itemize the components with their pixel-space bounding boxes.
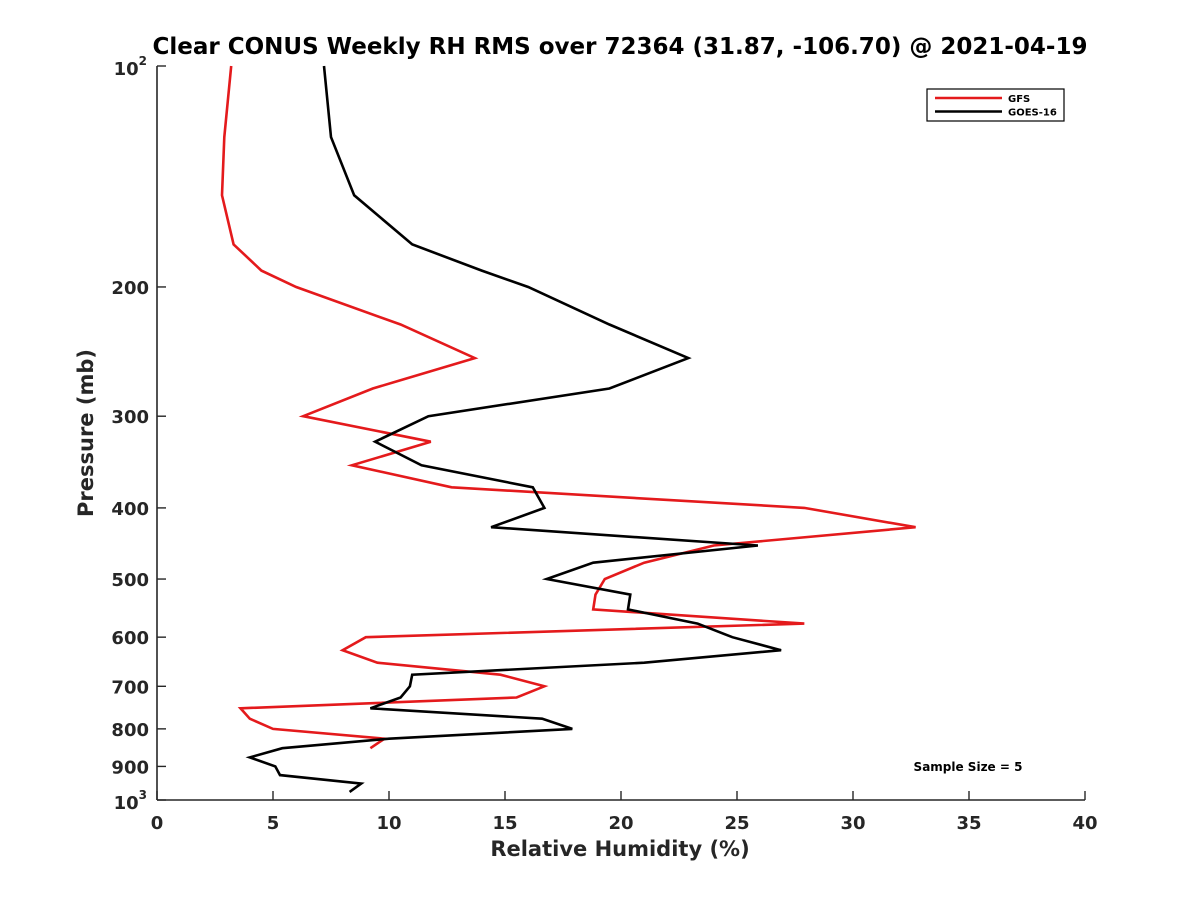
series-line-gfs [220, 65, 916, 750]
y-tick-label: 200 [111, 278, 149, 299]
axes-layer: 0 5 10 15 20 25 30 35 40 102 200 300 400 500 600 700 800… [111, 54, 1097, 834]
y-tick-label: 400 [111, 499, 149, 520]
y-tick-label: 102 [114, 54, 147, 80]
x-tick-label: 25 [724, 813, 749, 834]
y-tick-label: 300 [111, 407, 149, 428]
x-tick-label: 30 [840, 813, 865, 834]
y-tick-label: 600 [111, 628, 149, 649]
x-tick-label: 10 [376, 813, 401, 834]
x-tick-label: 40 [1072, 813, 1097, 834]
y-tick-label: 800 [111, 720, 149, 741]
sample-size-annotation: Sample Size = 5 [914, 760, 1023, 774]
legend-label-goes16: GOES-16 [1008, 108, 1057, 119]
x-tick-label: 0 [151, 813, 164, 834]
y-axis-label: Pressure (mb) [74, 349, 98, 517]
y-tick-label: 103 [114, 788, 147, 814]
x-tick-label: 5 [267, 813, 280, 834]
series-layer [220, 65, 916, 793]
y-tick-label: 900 [111, 757, 149, 778]
y-tick-label: 500 [111, 570, 149, 591]
legend: GFS GOES-16 [926, 88, 1065, 122]
series-line-goes16 [245, 65, 782, 793]
x-tick-label: 35 [956, 813, 981, 834]
legend-box [926, 88, 1065, 122]
y-tick-label: 700 [111, 677, 149, 698]
chart-title: Clear CONUS Weekly RH RMS over 72364 (31… [153, 34, 1088, 60]
x-tick-label: 15 [492, 813, 517, 834]
legend-label-gfs: GFS [1008, 94, 1030, 105]
x-tick-label: 20 [608, 813, 633, 834]
x-axis-label: Relative Humidity (%) [490, 837, 749, 861]
